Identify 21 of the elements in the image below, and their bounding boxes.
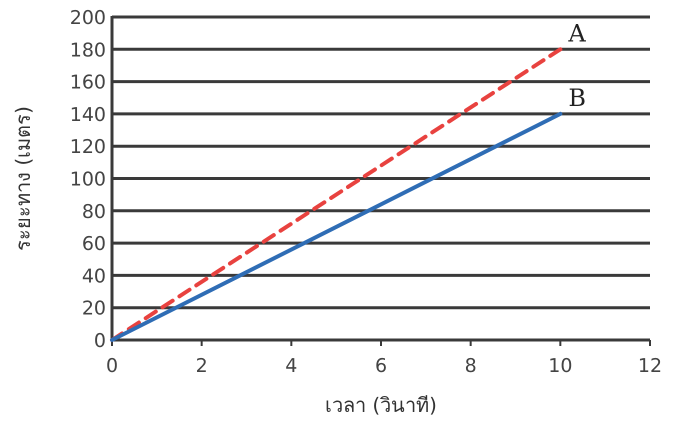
x-tick-label: 10 xyxy=(548,355,572,377)
x-tick-label: 6 xyxy=(374,355,388,377)
y-tick-label: 20 xyxy=(82,298,106,320)
y-tick-label: 60 xyxy=(82,233,106,256)
series-label: B xyxy=(568,84,586,112)
x-tick-label: 4 xyxy=(285,355,298,377)
y-tick-label: 0 xyxy=(94,330,106,352)
y-tick-label: 160 xyxy=(70,72,106,94)
y-tick-label: 100 xyxy=(70,168,106,190)
series-label: A xyxy=(567,19,586,48)
x-tick-label: 12 xyxy=(638,355,662,377)
y-tick-label: 120 xyxy=(70,136,106,158)
y-tick-label: 180 xyxy=(70,39,106,62)
x-tick-label: 8 xyxy=(464,355,477,377)
y-tick-label: 200 xyxy=(70,7,106,29)
x-axis-title: เวลา (วินาที) xyxy=(325,393,437,417)
x-tick-label: 2 xyxy=(196,355,208,377)
y-tick-label: 140 xyxy=(70,104,106,126)
y-tick-label: 80 xyxy=(82,200,106,223)
y-axis-title: ระยะทาง (เมตร) xyxy=(11,106,35,251)
y-tick-label: 40 xyxy=(82,265,106,288)
